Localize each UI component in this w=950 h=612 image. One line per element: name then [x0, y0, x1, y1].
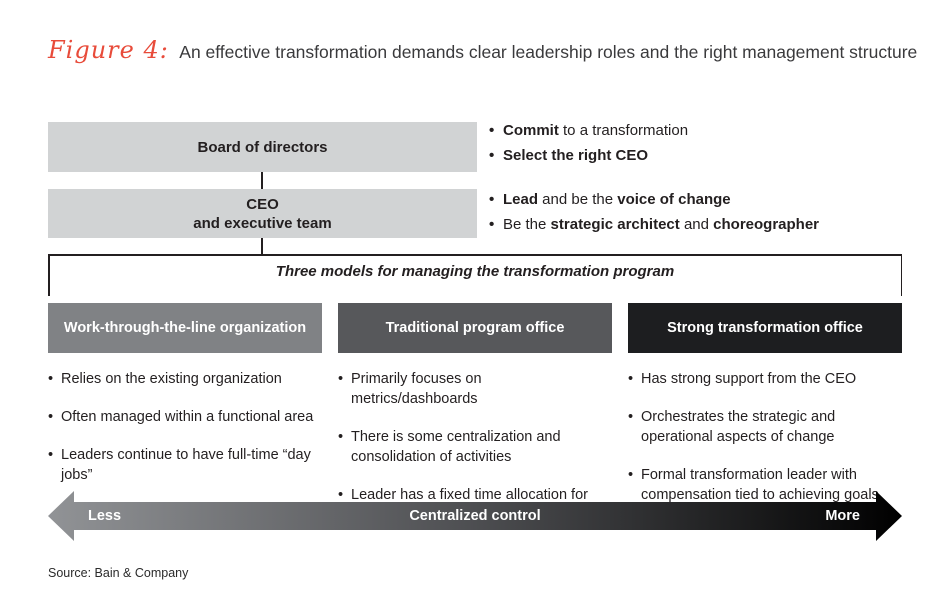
bullet-item: Orchestrates the strategic and operation… — [628, 407, 902, 447]
ceo-label-line1: CEO — [246, 195, 279, 213]
bullet-item: Lead and be the voice of change — [489, 187, 939, 212]
model-header: Traditional program office — [338, 303, 612, 353]
bullet-item: Formal transformation leader with compen… — [628, 465, 902, 505]
axis-centralized-control-label: Centralized control — [409, 508, 541, 524]
figure-title-text: An effective transformation demands clea… — [179, 42, 918, 62]
bullet-item: Has strong support from the CEO — [628, 369, 902, 389]
model-column-work-through-the-line: Work-through-the-line organization Relie… — [48, 303, 322, 503]
bullet-item: Leaders continue to have full-time “day … — [48, 445, 322, 485]
bullet-item: There is some centralization and consoli… — [338, 427, 612, 467]
figure-number-label: Figure 4: — [48, 36, 169, 64]
ceo-to-bracket-connector-line — [261, 238, 263, 255]
ceo-label-line2: and executive team — [193, 214, 332, 232]
model-header: Work-through-the-line organization — [48, 303, 322, 353]
model-column-strong-transformation-office: Strong transformation office Has strong … — [628, 303, 902, 523]
model-column-traditional-program-office: Traditional program office Primarily foc… — [338, 303, 612, 543]
figure-title: Figure 4: An effective transformation de… — [48, 36, 928, 64]
model-bullets-list: Primarily focuses on metrics/dashboards T… — [338, 369, 612, 525]
bullet-item: Commit to a transformation — [489, 118, 939, 143]
bullet-item: Often managed within a functional area — [48, 407, 322, 427]
board-of-directors-label: Board of directors — [197, 138, 328, 156]
bullet-item: Select the right CEO — [489, 143, 939, 168]
bracket-left-tick — [48, 254, 50, 296]
board-to-ceo-connector-line — [261, 172, 263, 189]
board-of-directors-box: Board of directors — [48, 122, 477, 172]
model-bullets-list: Has strong support from the CEO Orchestra… — [628, 369, 902, 505]
bracket-label: Three models for managing the transforma… — [275, 263, 675, 280]
model-bullets-list: Relies on the existing organization Often… — [48, 369, 322, 485]
bracket-horizontal-line — [48, 254, 902, 256]
bullet-item: Be the strategic architect and choreogra… — [489, 212, 939, 237]
board-responsibilities-list: Commit to a transformationSelect the rig… — [489, 118, 939, 168]
ceo-box: CEO and executive team — [48, 189, 477, 238]
ceo-responsibilities-list: Lead and be the voice of changeBe the st… — [489, 187, 939, 237]
source-attribution: Source: Bain & Company — [48, 566, 189, 580]
axis-more-label: More — [825, 508, 860, 524]
model-header: Strong transformation office — [628, 303, 902, 353]
bullet-item: Relies on the existing organization — [48, 369, 322, 389]
axis-less-label: Less — [88, 508, 122, 524]
bullet-item: Primarily focuses on metrics/dashboards — [338, 369, 612, 409]
bracket-right-tick — [900, 254, 902, 296]
